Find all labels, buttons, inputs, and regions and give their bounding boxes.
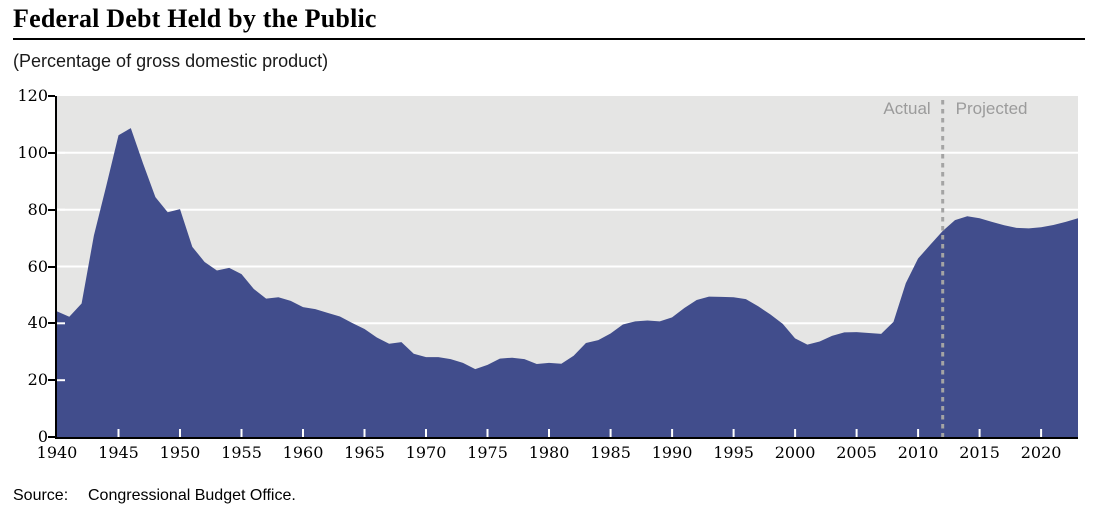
chart-subtitle: (Percentage of gross domestic product) — [13, 51, 329, 71]
actual-label: Actual — [883, 99, 931, 118]
page-title: Federal Debt Held by the Public — [13, 4, 377, 33]
y-tick-label-120: 120 — [17, 86, 48, 105]
projected-label: Projected — [955, 99, 1028, 118]
source-line: Source: Congressional Budget Office. — [13, 487, 296, 505]
x-tick-label-1955: 1955 — [221, 443, 262, 462]
x-tick-label-1945: 1945 — [98, 443, 139, 462]
y-tick-mark-80 — [48, 208, 55, 211]
source-label: Source: — [13, 487, 69, 504]
debt-area-series — [57, 128, 1078, 437]
x-tick-label-2020: 2020 — [1020, 443, 1062, 462]
y-tick-mark-0 — [48, 436, 55, 438]
plot-area: Actual Projected — [55, 96, 1078, 439]
x-tick-label-1960: 1960 — [282, 443, 324, 462]
x-tick-label-1985: 1985 — [590, 443, 631, 462]
x-tick-label-2010: 2010 — [897, 443, 939, 462]
y-tick-label-20: 20 — [27, 370, 48, 390]
x-tick-label-1950: 1950 — [159, 443, 201, 462]
x-tick-label-1980: 1980 — [528, 443, 570, 462]
y-tick-mark-120 — [48, 95, 55, 97]
x-tick-label-2015: 2015 — [959, 443, 1000, 462]
y-tick-label-100: 100 — [17, 142, 48, 162]
title-rule — [13, 38, 1085, 40]
y-tick-label-40: 40 — [27, 313, 48, 333]
x-tick-label-1975: 1975 — [467, 443, 508, 462]
y-tick-label-0: 0 — [37, 427, 48, 446]
debt-area-chart — [57, 96, 1078, 437]
y-tick-mark-100 — [48, 151, 55, 154]
x-tick-label-1970: 1970 — [405, 443, 447, 462]
y-tick-mark-40 — [48, 322, 55, 325]
y-tick-label-80: 80 — [27, 199, 48, 219]
x-tick-label-1995: 1995 — [713, 443, 754, 462]
y-tick-label-60: 60 — [27, 256, 48, 276]
x-tick-label-2005: 2005 — [836, 443, 877, 462]
x-tick-label-2000: 2000 — [774, 443, 816, 462]
x-tick-label-1965: 1965 — [344, 443, 385, 462]
y-tick-mark-20 — [48, 379, 55, 382]
y-tick-mark-60 — [48, 265, 55, 268]
source-text: Congressional Budget Office. — [88, 487, 296, 504]
x-tick-label-1940: 1940 — [36, 443, 78, 462]
x-tick-label-1990: 1990 — [651, 443, 693, 462]
